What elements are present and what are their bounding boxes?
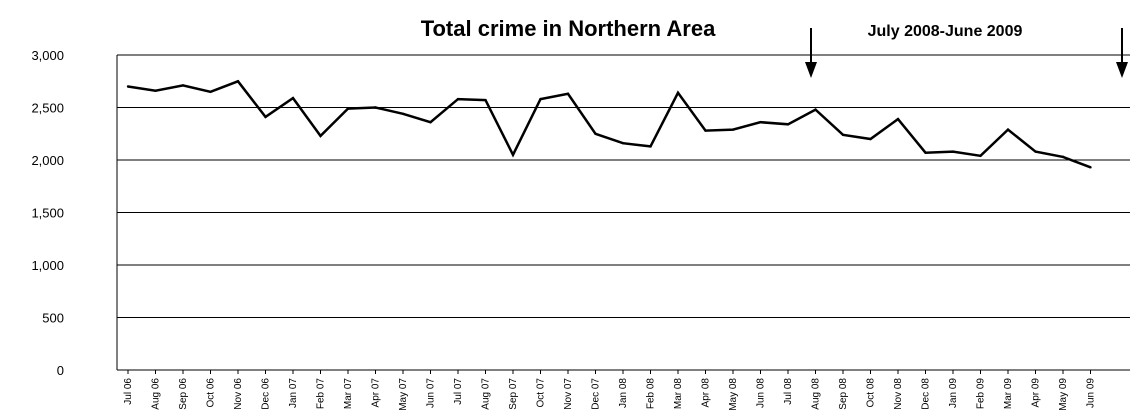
data-point (951, 150, 955, 153)
y-tick-label: 0 (57, 363, 64, 378)
data-point (181, 84, 185, 87)
data-point (786, 123, 790, 126)
x-tick-label: Oct 08 (866, 378, 877, 408)
data-point (264, 115, 267, 119)
y-tick-label: 500 (42, 311, 64, 326)
data-point (841, 133, 845, 136)
x-tick-label: Sep 08 (838, 378, 849, 410)
x-tick-label: May 07 (398, 378, 409, 411)
x-tick-label: Jul 07 (453, 378, 464, 405)
gridlines (117, 54, 1130, 318)
data-point (649, 145, 652, 148)
x-tick-label: Jun 08 (756, 378, 767, 408)
x-tick-label: Aug 07 (481, 378, 492, 410)
period-annotation: July 2008-June 2009 (868, 23, 1023, 40)
x-tick-label: Sep 06 (178, 378, 189, 410)
x-tick-labels: Jul 06 Aug 06 Sep 06 Oct 06 Nov 06 Dec 06 Jan … (123, 370, 1097, 411)
x-tick-label: Sep 07 (508, 378, 519, 410)
data-point (704, 129, 707, 132)
y-tick-labels: 0 500 1,000 1,500 2,000 2,500 3,000 (31, 48, 64, 378)
data-point (374, 106, 377, 109)
arrow-head (1116, 62, 1128, 78)
data-point (1034, 150, 1037, 153)
y-tick-label: 3,000 (31, 48, 64, 63)
data-point (126, 85, 130, 88)
data-point (566, 92, 570, 96)
x-tick-label: Jan 07 (288, 378, 299, 408)
x-tick-label: Mar 07 (343, 378, 354, 410)
data-point (236, 80, 240, 83)
x-tick-label: Aug 08 (811, 378, 822, 410)
data-point (511, 153, 515, 156)
x-tick-label: Jul 08 (783, 378, 794, 405)
data-point (896, 117, 900, 121)
x-tick-label: Feb 07 (316, 378, 327, 410)
x-tick-label: Apr 08 (701, 378, 712, 408)
x-tick-label: May 09 (1058, 378, 1069, 411)
data-point (814, 108, 817, 111)
data-point (346, 107, 350, 110)
data-point (731, 128, 735, 131)
x-tick-label: Jan 09 (948, 378, 959, 408)
data-point (594, 132, 597, 135)
data-point (1006, 128, 1010, 131)
chart-title: Total crime in Northern Area (421, 16, 716, 41)
data-point (291, 96, 295, 100)
x-tick-label: Jun 07 (426, 378, 437, 408)
period-arrows (805, 28, 1128, 78)
data-point (319, 134, 322, 138)
x-tick-label: Dec 06 (261, 378, 272, 410)
y-tick-label: 1,000 (31, 258, 64, 273)
x-tick-label: Apr 09 (1031, 378, 1042, 408)
series-line (127, 79, 1091, 169)
data-point (869, 137, 872, 141)
x-tick-label: Mar 09 (1003, 378, 1014, 410)
x-tick-label: Feb 09 (976, 378, 987, 410)
data-point (154, 89, 157, 92)
x-tick-label: Oct 07 (536, 378, 547, 408)
x-tick-label: May 08 (728, 378, 739, 411)
x-tick-label: Oct 06 (206, 378, 217, 408)
data-point (676, 91, 680, 95)
x-tick-label: Dec 07 (591, 378, 602, 410)
x-tick-label: Feb 08 (646, 378, 657, 410)
y-tick-label: 1,500 (31, 206, 64, 221)
x-tick-label: Apr 07 (371, 378, 382, 408)
x-tick-label: Jun 09 (1086, 378, 1097, 408)
x-tick-label: Nov 07 (563, 378, 574, 410)
x-tick-label: Nov 06 (233, 378, 244, 410)
x-tick-label: Mar 08 (673, 378, 684, 410)
data-point (1061, 155, 1065, 159)
x-tick-label: Jul 06 (123, 378, 134, 405)
data-point (401, 112, 405, 116)
data-point (1089, 166, 1092, 169)
data-point (979, 154, 982, 157)
data-point (621, 142, 625, 145)
x-tick-label: Nov 08 (893, 378, 904, 410)
data-point (209, 90, 212, 93)
x-tick-label: Jan 08 (618, 378, 629, 408)
data-point (924, 151, 927, 154)
y-tick-label: 2,500 (31, 101, 64, 116)
y-tick-label: 2,000 (31, 153, 64, 168)
data-point (456, 97, 460, 101)
data-point (539, 97, 542, 101)
data-point (759, 121, 762, 124)
arrow-head (805, 62, 817, 78)
series-layer (126, 79, 1092, 169)
x-tick-label: Dec 08 (921, 378, 932, 410)
data-point (484, 98, 487, 102)
data-point (429, 121, 432, 124)
x-tick-label: Aug 06 (151, 378, 162, 410)
